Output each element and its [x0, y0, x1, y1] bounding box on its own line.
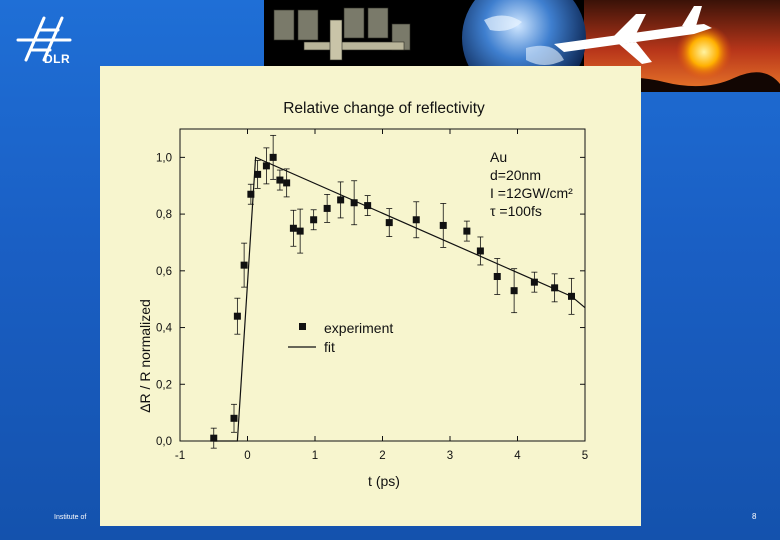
y-tick-label: 0,8: [156, 209, 172, 221]
data-point: [289, 224, 297, 232]
data-point: [323, 204, 331, 212]
annotation-line: d=20nm: [490, 167, 541, 183]
y-tick-label: 0,2: [156, 379, 172, 391]
data-point: [463, 227, 471, 235]
data-point: [510, 287, 518, 295]
data-point: [247, 190, 255, 198]
x-tick-label: 3: [447, 450, 453, 462]
legend-label-fit: fit: [324, 339, 335, 355]
data-point: [240, 261, 248, 269]
data-point: [364, 202, 372, 210]
data-point: [276, 176, 284, 184]
data-point: [337, 196, 345, 204]
annotation-line: I =12GW/cm²: [490, 185, 573, 201]
annotation-block: Au d=20nm I =12GW/cm² τ =100fs: [490, 149, 573, 219]
data-point: [269, 153, 277, 161]
y-tick-label: 0,0: [156, 436, 172, 448]
logo-text: DLR: [44, 52, 71, 66]
data-point: [412, 216, 420, 224]
x-axis-label: t (ps): [368, 473, 400, 489]
data-point: [568, 292, 575, 300]
reflectivity-chart: Relative change of reflectivity -1 0 1 2 3 4 5…: [137, 100, 588, 489]
footer-institute: Institute of: [54, 514, 87, 521]
x-tick-label: 4: [514, 450, 521, 462]
x-tick-label: 1: [312, 450, 318, 462]
data-point: [493, 272, 501, 280]
chart-title: Relative change of reflectivity: [283, 100, 485, 117]
annotation-line: Au: [490, 149, 507, 165]
data-point: [210, 434, 218, 442]
page-number: 8: [752, 512, 757, 521]
x-tick-label: 2: [379, 450, 385, 462]
y-tick-label: 1,0: [156, 152, 172, 164]
data-point: [551, 284, 559, 292]
x-tick-label: -1: [175, 450, 185, 462]
dlr-logo-icon: [16, 16, 72, 62]
data-point: [283, 179, 291, 187]
x-tick-label: 5: [582, 450, 588, 462]
y-tick-label: 0,6: [156, 266, 172, 278]
legend-marker-experiment: [299, 323, 306, 330]
fit-line: [213, 156, 586, 442]
data-point: [296, 227, 304, 235]
data-point: [230, 414, 238, 422]
data-point: [530, 278, 538, 286]
data-point: [254, 170, 262, 178]
data-point: [476, 247, 484, 255]
data-point: [262, 162, 270, 170]
legend-label-experiment: experiment: [324, 320, 393, 336]
data-point: [233, 312, 241, 320]
data-point: [385, 219, 393, 227]
data-point: [310, 216, 318, 224]
data-point: [350, 199, 358, 207]
legend: experiment fit: [288, 320, 393, 355]
y-axis-label: ΔR / R normalized: [137, 299, 153, 413]
y-tick-label: 0,4: [156, 323, 173, 335]
annotation-line: τ =100fs: [490, 203, 542, 219]
chart-panel: Relative change of reflectivity -1 0 1 2 3 4 5…: [100, 66, 641, 526]
x-tick-label: 0: [244, 450, 250, 462]
data-point: [439, 221, 447, 229]
